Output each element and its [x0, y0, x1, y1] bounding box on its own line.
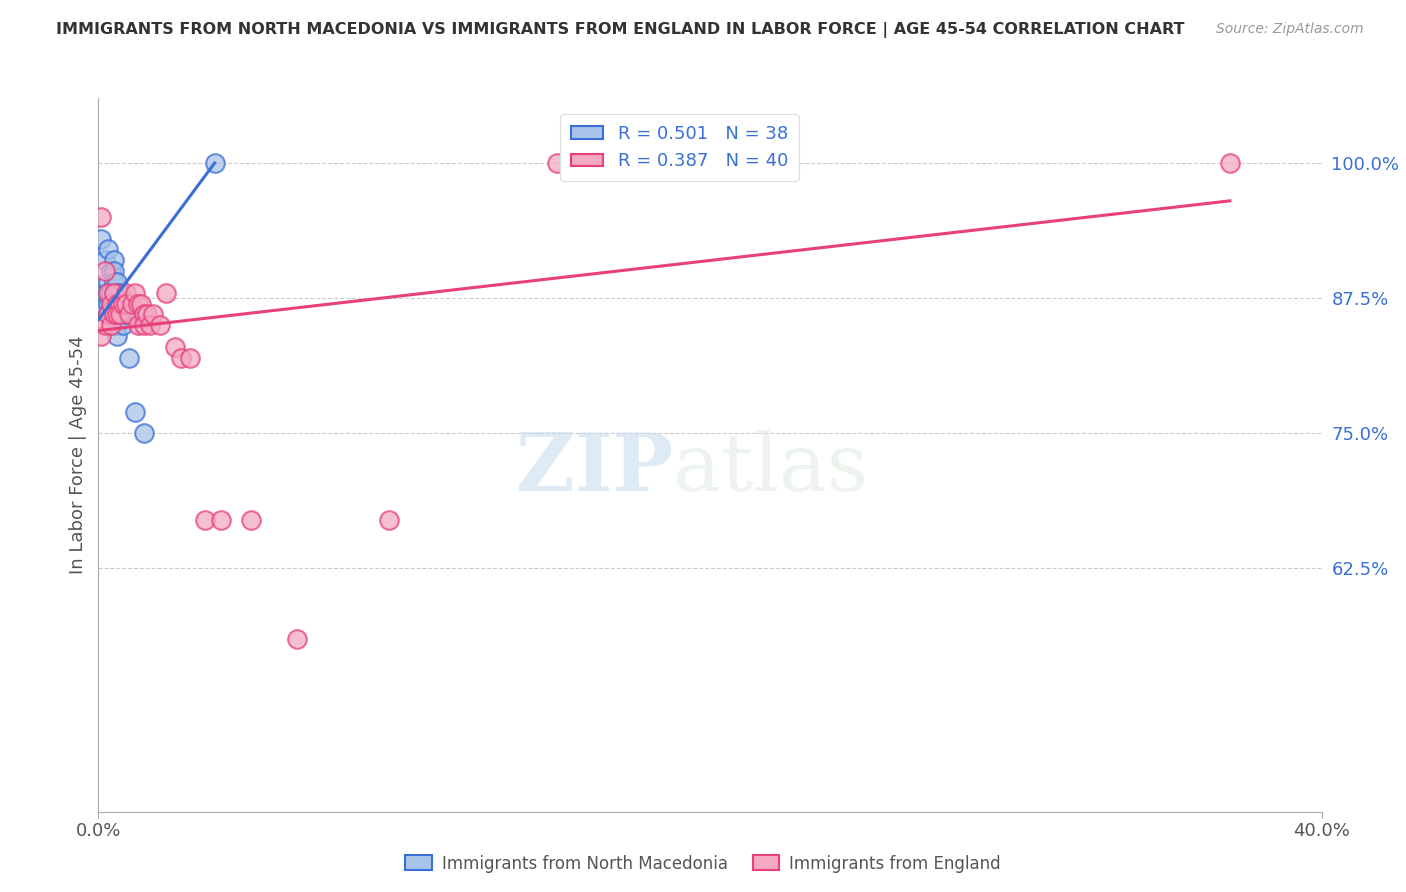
Point	[115, 296, 138, 310]
Point	[546, 156, 568, 170]
Point	[93, 253, 115, 268]
Point	[97, 307, 120, 321]
Point	[103, 275, 125, 289]
Point	[93, 285, 115, 300]
Point	[124, 405, 146, 419]
Point	[170, 351, 193, 365]
Point	[108, 285, 131, 300]
Text: Source: ZipAtlas.com: Source: ZipAtlas.com	[1216, 22, 1364, 37]
Point	[111, 307, 134, 321]
Point	[100, 285, 122, 300]
Point	[111, 296, 134, 310]
Point	[127, 296, 149, 310]
Point	[378, 513, 401, 527]
Point	[105, 285, 128, 300]
Point	[115, 296, 138, 310]
Point	[108, 296, 131, 310]
Point	[90, 232, 112, 246]
Y-axis label: In Labor Force | Age 45-54: In Labor Force | Age 45-54	[69, 335, 87, 574]
Point	[103, 307, 125, 321]
Point	[103, 296, 125, 310]
Point	[100, 318, 122, 333]
Point	[204, 156, 226, 170]
Point	[179, 351, 201, 365]
Point	[115, 307, 138, 321]
Point	[103, 285, 125, 300]
Point	[194, 513, 217, 527]
Point	[90, 296, 112, 310]
Point	[93, 318, 115, 333]
Point	[103, 264, 125, 278]
Point	[93, 264, 115, 278]
Point	[97, 307, 120, 321]
Point	[134, 318, 156, 333]
Text: atlas: atlas	[673, 430, 869, 508]
Legend: Immigrants from North Macedonia, Immigrants from England: Immigrants from North Macedonia, Immigra…	[398, 848, 1008, 880]
Point	[100, 264, 122, 278]
Point	[105, 307, 128, 321]
Point	[111, 296, 134, 310]
Point	[100, 296, 122, 310]
Point	[142, 307, 165, 321]
Point	[108, 307, 131, 321]
Point	[90, 210, 112, 224]
Point	[105, 296, 128, 310]
Point	[100, 296, 122, 310]
Point	[139, 318, 162, 333]
Point	[1219, 156, 1241, 170]
Point	[149, 318, 172, 333]
Point	[136, 307, 159, 321]
Point	[105, 329, 128, 343]
Point	[118, 351, 141, 365]
Point	[97, 275, 120, 289]
Point	[134, 307, 156, 321]
Point	[111, 318, 134, 333]
Point	[97, 296, 120, 310]
Point	[163, 340, 186, 354]
Point	[155, 285, 177, 300]
Point	[121, 296, 143, 310]
Point	[97, 285, 120, 300]
Point	[105, 318, 128, 333]
Point	[103, 253, 125, 268]
Point	[115, 285, 138, 300]
Point	[134, 426, 156, 441]
Point	[108, 296, 131, 310]
Point	[240, 513, 263, 527]
Point	[103, 285, 125, 300]
Point	[103, 318, 125, 333]
Point	[103, 307, 125, 321]
Point	[105, 307, 128, 321]
Text: IMMIGRANTS FROM NORTH MACEDONIA VS IMMIGRANTS FROM ENGLAND IN LABOR FORCE | AGE : IMMIGRANTS FROM NORTH MACEDONIA VS IMMIG…	[56, 22, 1185, 38]
Point	[100, 307, 122, 321]
Point	[105, 275, 128, 289]
Point	[97, 285, 120, 300]
Point	[285, 632, 308, 646]
Point	[118, 307, 141, 321]
Point	[90, 329, 112, 343]
Legend: R = 0.501   N = 38, R = 0.387   N = 40: R = 0.501 N = 38, R = 0.387 N = 40	[560, 114, 799, 181]
Point	[124, 285, 146, 300]
Point	[129, 296, 152, 310]
Point	[108, 307, 131, 321]
Point	[127, 318, 149, 333]
Point	[105, 296, 128, 310]
Text: ZIP: ZIP	[516, 430, 673, 508]
Point	[209, 513, 232, 527]
Point	[97, 243, 120, 257]
